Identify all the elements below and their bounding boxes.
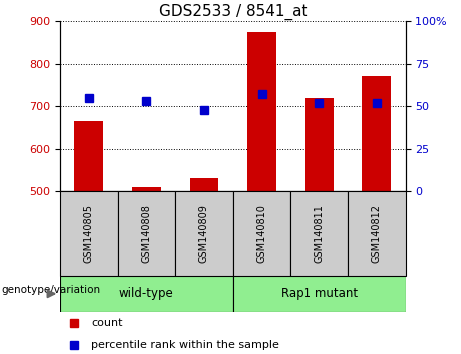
Text: GSM140811: GSM140811 bbox=[314, 204, 324, 263]
Bar bbox=[74, 121, 103, 191]
Text: GSM140809: GSM140809 bbox=[199, 204, 209, 263]
Bar bbox=[60, 276, 233, 312]
Bar bbox=[175, 191, 233, 276]
Text: wild-type: wild-type bbox=[119, 287, 174, 300]
Bar bbox=[362, 76, 391, 191]
Bar bbox=[247, 32, 276, 191]
Bar bbox=[348, 191, 406, 276]
Bar bbox=[290, 191, 348, 276]
Bar bbox=[132, 187, 161, 191]
Text: GSM140810: GSM140810 bbox=[257, 204, 266, 263]
Bar bbox=[60, 191, 118, 276]
Title: GDS2533 / 8541_at: GDS2533 / 8541_at bbox=[159, 4, 307, 20]
Text: genotype/variation: genotype/variation bbox=[1, 285, 100, 295]
Bar bbox=[118, 191, 175, 276]
Bar bbox=[233, 276, 406, 312]
Text: GSM140812: GSM140812 bbox=[372, 204, 382, 263]
Bar bbox=[233, 191, 290, 276]
Text: GSM140805: GSM140805 bbox=[84, 204, 94, 263]
Text: Rap1 mutant: Rap1 mutant bbox=[281, 287, 358, 300]
Text: percentile rank within the sample: percentile rank within the sample bbox=[91, 339, 279, 350]
Bar bbox=[305, 98, 334, 191]
Text: GSM140808: GSM140808 bbox=[142, 204, 151, 263]
Text: count: count bbox=[91, 318, 123, 329]
Bar bbox=[189, 178, 219, 191]
